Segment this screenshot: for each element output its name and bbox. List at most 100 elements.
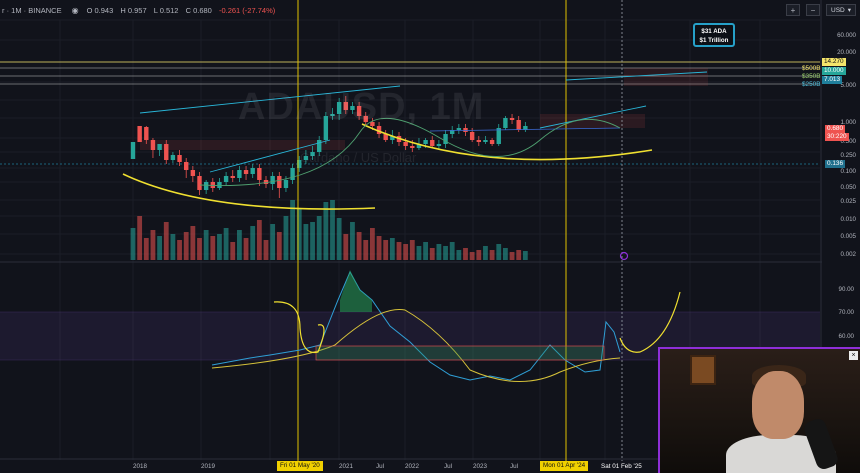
volume-bar bbox=[316, 216, 322, 260]
volume-bar bbox=[230, 242, 236, 260]
candle-body bbox=[217, 182, 222, 188]
volume-bar bbox=[469, 252, 475, 260]
candle-body bbox=[523, 126, 528, 130]
candle-body bbox=[290, 168, 295, 180]
candle-body bbox=[509, 118, 515, 120]
volume-bar bbox=[217, 234, 222, 260]
horizontal-trendline-blue bbox=[429, 127, 621, 132]
time-hover-label: Sat 01 Feb '25 bbox=[601, 463, 642, 470]
candle-body bbox=[263, 180, 269, 184]
candle-body bbox=[270, 176, 275, 184]
time-label: 2023 bbox=[473, 463, 488, 470]
eye-icon[interactable]: ◉ bbox=[71, 5, 79, 15]
volume-bar bbox=[483, 246, 488, 260]
candle-body bbox=[190, 170, 196, 176]
candle-body bbox=[330, 114, 335, 116]
volume-bar bbox=[476, 250, 482, 260]
cup-curve-left bbox=[122, 173, 376, 210]
volume-bar bbox=[516, 250, 522, 260]
volume-bar bbox=[250, 226, 256, 260]
price-tag-7013: 7.013 bbox=[822, 76, 842, 84]
time-label: 2019 bbox=[201, 463, 216, 470]
close-icon[interactable]: × bbox=[849, 351, 858, 360]
candle-body bbox=[370, 122, 375, 126]
symbol-header: r · 1M · BINANCE ◉ O 0.943 H 0.957 L 0.5… bbox=[0, 0, 860, 20]
close-value: C 0.680 bbox=[185, 5, 212, 15]
candle-body bbox=[323, 116, 329, 140]
cursor-marker bbox=[619, 251, 629, 261]
candle-body bbox=[356, 106, 362, 116]
time-label: 2021 bbox=[339, 463, 354, 470]
candle-body bbox=[343, 102, 348, 110]
moving-average-line bbox=[199, 118, 621, 187]
symbol-watermark-sub: Cardano / US Dollar bbox=[300, 150, 417, 165]
candle-body bbox=[443, 134, 448, 144]
candle-body bbox=[516, 120, 521, 130]
plus-icon[interactable]: + bbox=[786, 4, 800, 16]
volume-bar bbox=[290, 200, 295, 260]
rsi-tick: 60.00 bbox=[838, 333, 854, 340]
volume-bar bbox=[163, 222, 169, 260]
price-tick: 5.000 bbox=[840, 82, 856, 89]
volume-bar bbox=[143, 238, 149, 260]
volume-bar bbox=[276, 232, 282, 260]
candle-body bbox=[277, 176, 282, 188]
volume-bar bbox=[396, 242, 402, 260]
volume-bar bbox=[303, 224, 309, 260]
candle-body bbox=[283, 180, 289, 188]
volume-bar bbox=[423, 242, 428, 260]
currency-label: USD bbox=[831, 6, 845, 14]
volume-bar bbox=[197, 238, 202, 260]
candle-body bbox=[237, 170, 242, 178]
volume-bar bbox=[223, 228, 229, 260]
price-tick: 0.005 bbox=[840, 233, 856, 240]
candle-body bbox=[184, 162, 189, 170]
candle-body bbox=[383, 134, 388, 140]
time-label: Jul bbox=[376, 463, 385, 470]
price-tick: 60.000 bbox=[837, 32, 856, 39]
candle-body bbox=[310, 152, 315, 156]
rsi-tick: 70.00 bbox=[838, 309, 854, 316]
presenter-face bbox=[752, 371, 804, 439]
volume-bar bbox=[383, 240, 389, 260]
candle-body bbox=[137, 126, 142, 142]
time-axis[interactable]: 2018 2019 Fri 01 May '20 2021 Jul 2022 J… bbox=[0, 461, 820, 473]
time-highlight-crosshair-2: Mon 01 Apr '24 bbox=[540, 461, 589, 471]
rsi-overbought-fill bbox=[340, 270, 372, 312]
candle-countdown-tag: 30:220 bbox=[825, 133, 849, 141]
candle-body bbox=[450, 130, 455, 134]
currency-selector[interactable]: USD ▾ bbox=[826, 4, 856, 16]
candle-body bbox=[223, 176, 229, 182]
volume-bar bbox=[170, 234, 176, 260]
candle-body bbox=[336, 102, 342, 114]
candle-body bbox=[150, 140, 156, 150]
volume-bar bbox=[177, 240, 182, 260]
candle-body bbox=[436, 144, 442, 146]
symbol-label[interactable]: r · 1M · BINANCE bbox=[2, 5, 62, 15]
time-label: 2018 bbox=[133, 463, 148, 470]
candle-body bbox=[483, 140, 488, 142]
candle-body bbox=[350, 106, 355, 110]
candle-body bbox=[503, 118, 508, 128]
volume-bar bbox=[263, 240, 269, 260]
volume-bar bbox=[403, 244, 409, 260]
low-value: L 0.512 bbox=[153, 5, 179, 15]
hand-drawn-arrow-2020 bbox=[273, 301, 325, 354]
price-tick: 0.250 bbox=[840, 152, 856, 159]
price-tick: 0.010 bbox=[840, 216, 856, 223]
volume-bar bbox=[489, 250, 495, 260]
candle-body bbox=[317, 140, 322, 152]
candle-body bbox=[243, 170, 249, 174]
candle-body bbox=[463, 128, 468, 132]
supply-zone bbox=[140, 140, 345, 150]
trendline-upper bbox=[139, 85, 401, 114]
minus-icon[interactable]: − bbox=[806, 4, 820, 16]
volume-bar bbox=[416, 246, 422, 260]
price-tick: 0.100 bbox=[840, 168, 856, 175]
volume-bar bbox=[210, 236, 216, 260]
candle-body bbox=[430, 140, 435, 146]
high-value: H 0.957 bbox=[120, 5, 147, 15]
resistance-zone-upper bbox=[624, 68, 708, 86]
